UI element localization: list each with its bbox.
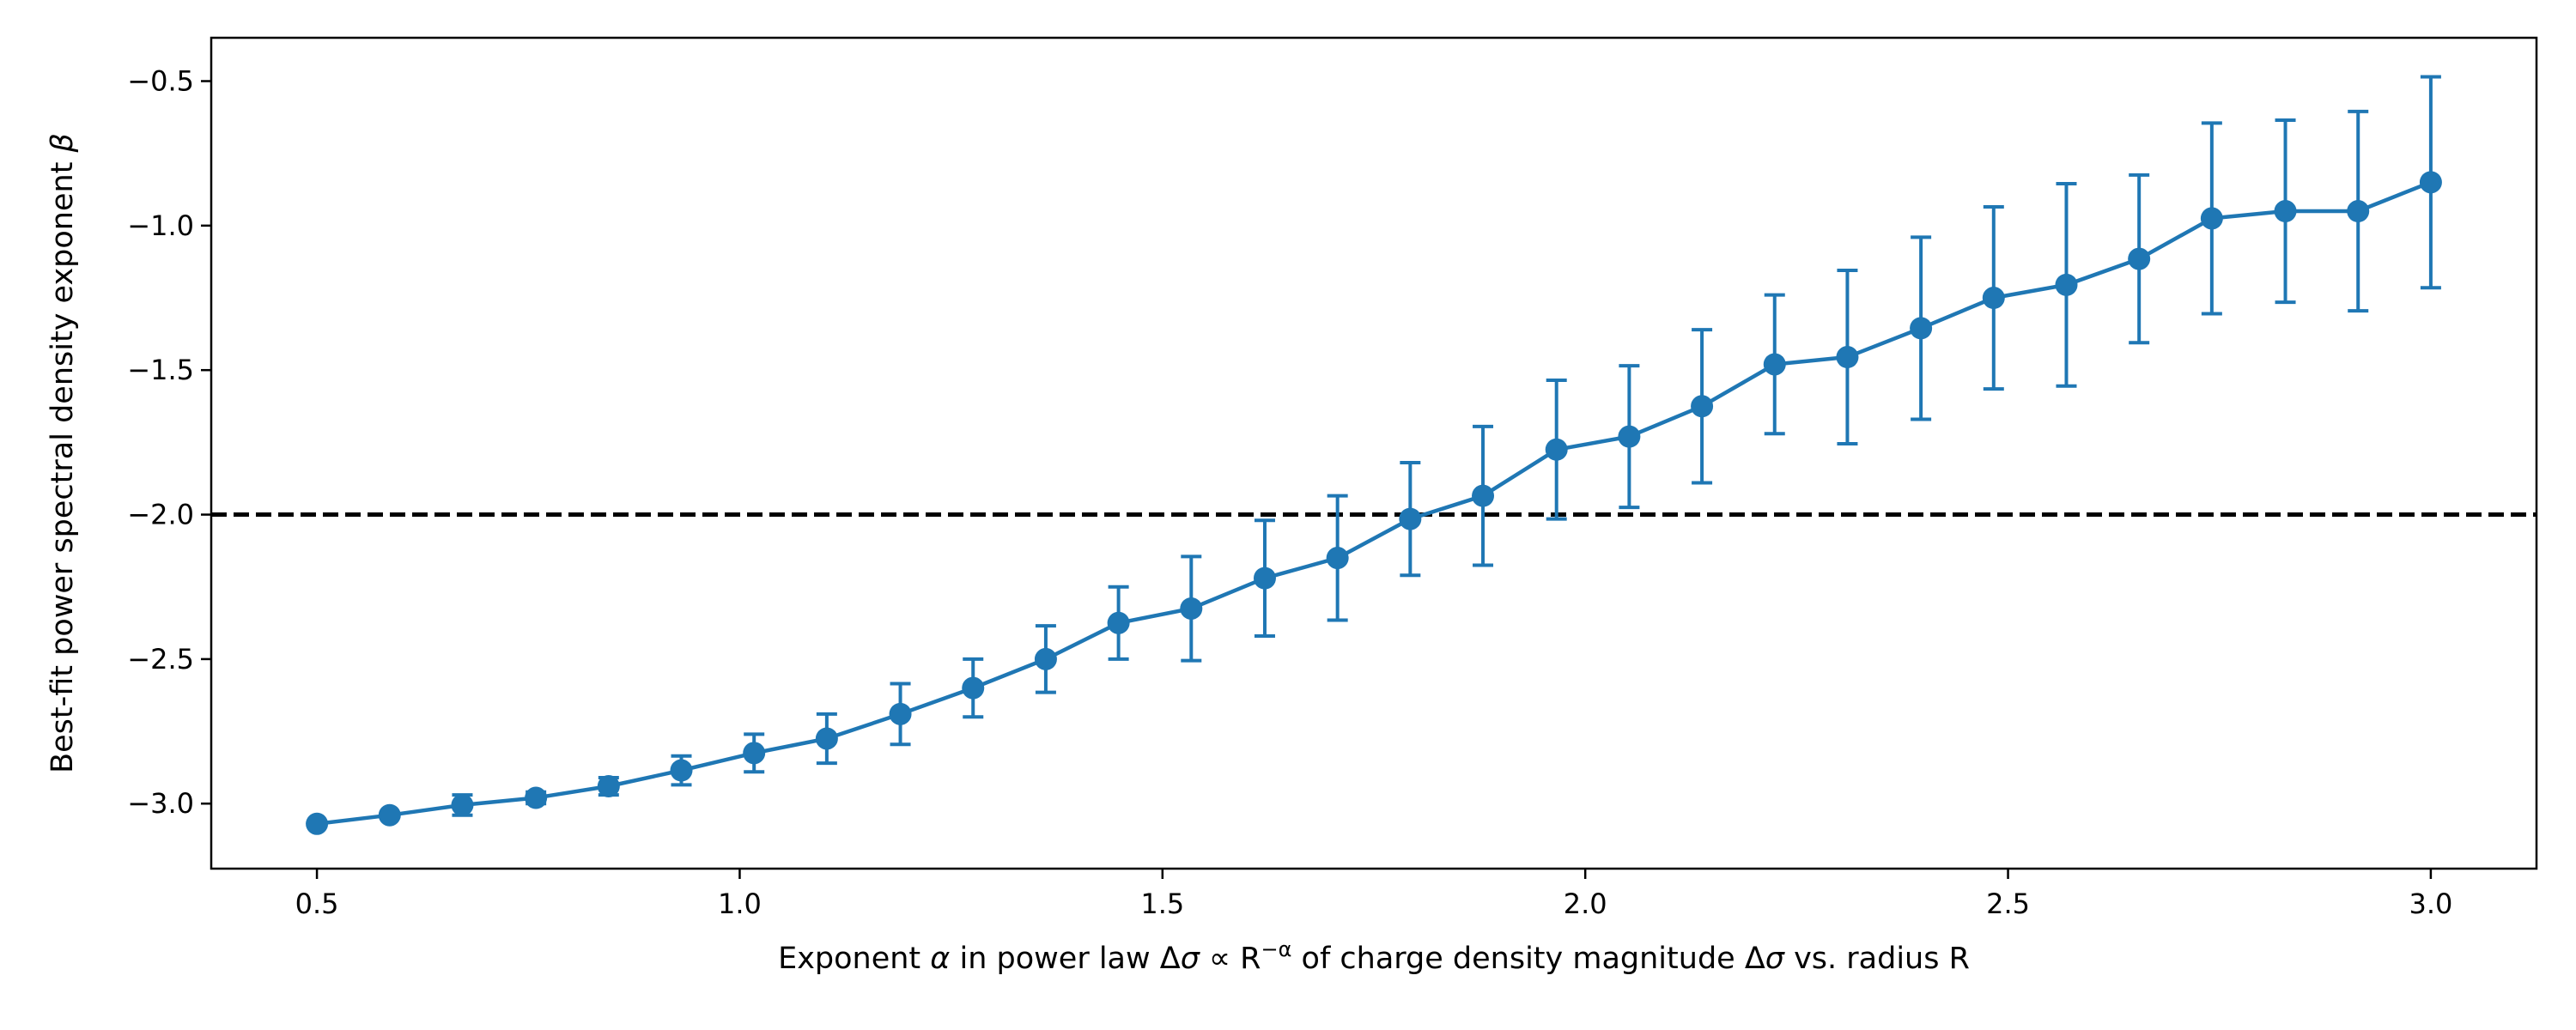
y-tick-label: −2.5 — [127, 643, 194, 676]
data-point — [1472, 484, 1495, 507]
y-tick-label: −1.0 — [127, 209, 194, 242]
x-tick-label: 2.0 — [1564, 888, 1607, 920]
data-point — [597, 775, 620, 798]
data-point — [378, 803, 401, 827]
data-point — [1545, 438, 1568, 461]
data-point — [1180, 597, 1203, 620]
y-tick-label: −1.5 — [127, 354, 194, 386]
data-point — [1836, 346, 1859, 369]
series-line — [316, 180, 2432, 827]
x-tick-label: 0.5 — [295, 888, 339, 920]
data-point — [1763, 353, 1786, 376]
data-point — [2055, 273, 2078, 296]
y-axis: −3.0 −2.5 −2.0 −1.5 −1.0 −0.5 — [127, 65, 211, 820]
x-tick-label: 1.5 — [1140, 888, 1184, 920]
x-tick-label: 1.0 — [718, 888, 762, 920]
data-point — [306, 812, 329, 835]
data-point — [2200, 207, 2223, 230]
data-point — [815, 727, 838, 750]
data-point — [451, 793, 474, 816]
y-tick-label: −2.0 — [127, 499, 194, 531]
data-point — [1253, 566, 1276, 590]
axes-frame — [210, 36, 2538, 870]
x-axis: 0.5 1.0 1.5 2.0 2.5 3.0 — [295, 869, 2452, 920]
data-point — [2274, 200, 2297, 223]
data-point — [2347, 200, 2370, 223]
data-point — [1982, 287, 2005, 310]
plot-area — [211, 75, 2537, 835]
data-point — [962, 676, 985, 700]
data-point — [1618, 425, 1641, 448]
data-point — [889, 702, 912, 725]
data-point — [2128, 247, 2151, 270]
x-tick-label: 2.5 — [1986, 888, 2030, 920]
data-point — [2419, 171, 2442, 194]
data-point — [1107, 611, 1130, 634]
x-tick-label: 3.0 — [2409, 888, 2452, 920]
y-tick-label: −0.5 — [127, 65, 194, 98]
data-point — [525, 786, 548, 809]
data-point — [1326, 547, 1349, 570]
data-point — [1691, 395, 1714, 418]
data-point — [1910, 317, 1933, 340]
data-point — [743, 742, 766, 765]
data-point — [670, 759, 693, 782]
data-point — [1399, 507, 1422, 530]
y-tick-label: −3.0 — [127, 787, 194, 820]
y-axis-label: Best-fit power spectral density exponent… — [46, 133, 80, 773]
x-axis-label: Exponent α in power law Δσ ∝ R−α of char… — [778, 937, 1970, 976]
data-point — [1034, 647, 1057, 670]
